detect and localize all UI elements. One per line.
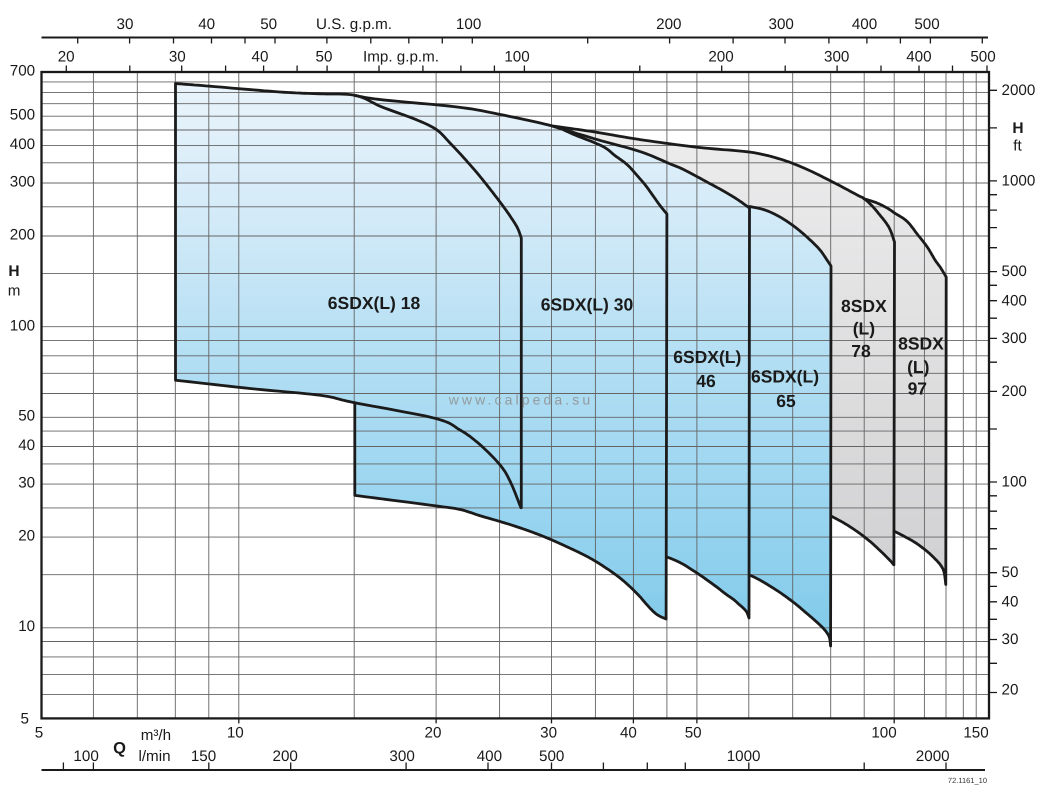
svg-text:400: 400 [852,16,877,33]
svg-text:100: 100 [456,16,481,33]
svg-text:150: 150 [191,748,216,765]
svg-text:400: 400 [906,49,931,66]
svg-text:50: 50 [685,725,702,742]
svg-text:400: 400 [477,748,502,765]
svg-text:40: 40 [1002,593,1019,610]
svg-text:30: 30 [169,49,186,66]
svg-text:100: 100 [871,725,896,742]
svg-text:78: 78 [851,341,871,361]
svg-text:40: 40 [198,16,215,33]
svg-text:www.calpeda.su: www.calpeda.su [448,392,594,408]
svg-text:300: 300 [769,16,794,33]
svg-text:8SDX: 8SDX [898,333,944,353]
svg-text:30: 30 [18,475,35,492]
svg-text:200: 200 [273,748,298,765]
svg-text:100: 100 [73,748,98,765]
svg-text:200: 200 [10,226,35,243]
svg-text:700: 700 [10,62,35,79]
svg-text:1000: 1000 [1002,172,1036,189]
svg-text:50: 50 [260,16,277,33]
svg-text:40: 40 [620,725,637,742]
svg-text:30: 30 [540,725,557,742]
svg-text:200: 200 [1002,383,1027,400]
svg-text:20: 20 [18,528,35,545]
svg-text:6SDX(L): 6SDX(L) [751,367,819,387]
svg-text:400: 400 [1002,292,1027,309]
svg-text:6SDX(L) 18: 6SDX(L) 18 [328,293,421,313]
svg-text:50: 50 [18,408,35,425]
svg-text:Imp. g.p.m.: Imp. g.p.m. [363,49,439,66]
svg-text:30: 30 [1002,631,1019,648]
svg-text:30: 30 [117,16,134,33]
svg-text:100: 100 [1002,474,1027,491]
svg-text:300: 300 [389,748,414,765]
svg-text:300: 300 [1002,330,1027,347]
svg-text:40: 40 [18,437,35,454]
svg-text:10: 10 [227,725,244,742]
svg-text:200: 200 [656,16,681,33]
svg-text:500: 500 [970,49,995,66]
svg-text:200: 200 [708,49,733,66]
svg-text:50: 50 [316,49,333,66]
svg-text:(L): (L) [853,318,875,338]
svg-text:100: 100 [10,317,35,334]
svg-text:300: 300 [10,173,35,190]
svg-text:20: 20 [1002,682,1019,699]
svg-text:Q: Q [113,740,126,758]
svg-text:500: 500 [10,107,35,124]
svg-text:100: 100 [504,49,529,66]
svg-text:m³/h: m³/h [141,727,171,744]
svg-text:l/min: l/min [138,748,170,765]
svg-text:H: H [1012,120,1023,137]
svg-text:50: 50 [1002,564,1019,581]
svg-text:500: 500 [914,16,939,33]
svg-text:6SDX(L): 6SDX(L) [673,347,741,367]
svg-text:46: 46 [696,371,716,391]
svg-text:500: 500 [539,748,564,765]
svg-text:H: H [8,263,19,280]
svg-text:U.S. g.p.m.: U.S. g.p.m. [316,16,392,33]
svg-text:10: 10 [18,618,35,635]
svg-text:97: 97 [908,378,927,398]
svg-text:8SDX: 8SDX [841,296,887,316]
svg-text:20: 20 [425,725,442,742]
svg-text:300: 300 [824,49,849,66]
svg-text:400: 400 [10,136,35,153]
svg-text:6SDX(L) 30: 6SDX(L) 30 [541,295,634,315]
svg-text:1000: 1000 [727,748,761,765]
svg-text:65: 65 [776,391,796,411]
svg-text:72.1161_10: 72.1161_10 [948,776,987,785]
svg-text:ft: ft [1013,138,1022,155]
svg-text:20: 20 [58,49,75,66]
svg-text:500: 500 [1002,263,1027,280]
svg-text:m: m [8,282,21,299]
svg-text:(L): (L) [907,357,929,377]
svg-text:5: 5 [35,725,43,742]
svg-text:2000: 2000 [1002,82,1036,99]
svg-text:2000: 2000 [916,748,950,765]
svg-text:5: 5 [21,711,29,728]
svg-text:40: 40 [252,49,269,66]
svg-text:150: 150 [963,725,988,742]
